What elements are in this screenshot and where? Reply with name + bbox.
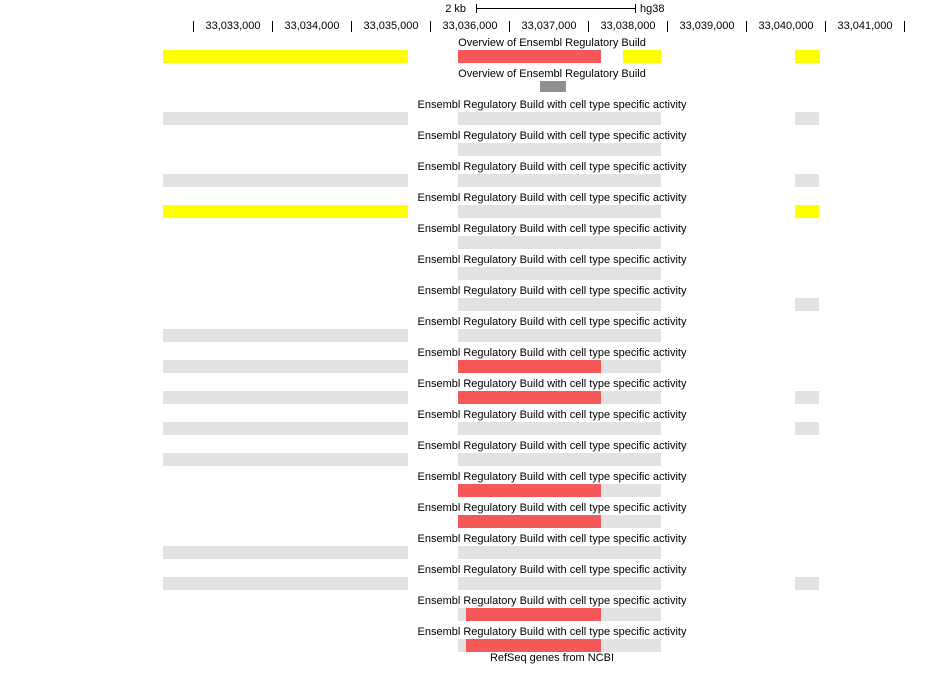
feature-bar-red[interactable]	[466, 639, 601, 652]
feature-bar-gray[interactable]	[163, 577, 408, 590]
feature-bar-red[interactable]	[458, 515, 601, 528]
track-label-cell-type-activity[interactable]: Ensembl Regulatory Build with cell type …	[417, 533, 687, 545]
ruler-position-label: 33,034,000	[284, 20, 340, 32]
feature-bar-gray[interactable]	[795, 391, 819, 404]
feature-bar-gray[interactable]	[458, 329, 661, 342]
feature-bar-gray[interactable]	[458, 546, 661, 559]
track-label-cell-type-activity[interactable]: Ensembl Regulatory Build with cell type …	[417, 192, 687, 204]
feature-bar-gray[interactable]	[163, 546, 408, 559]
feature-bar-yellow[interactable]	[795, 205, 819, 218]
ruler-tick	[904, 21, 905, 32]
feature-bar-yellow[interactable]	[795, 50, 820, 63]
feature-bar-red[interactable]	[458, 360, 601, 373]
feature-bar-gray[interactable]	[163, 112, 408, 125]
track-label-cell-type-activity[interactable]: Ensembl Regulatory Build with cell type …	[417, 440, 687, 452]
feature-bar-gray[interactable]	[458, 267, 661, 280]
feature-bar-gray[interactable]	[163, 174, 408, 187]
ruler-position-label: 33,035,000	[363, 20, 419, 32]
feature-bar-gray[interactable]	[601, 608, 661, 621]
ruler-tick	[430, 21, 431, 32]
feature-bar-gray[interactable]	[163, 360, 408, 373]
feature-bar-gray[interactable]	[163, 453, 408, 466]
feature-bar-gray[interactable]	[458, 422, 661, 435]
feature-bar-yellow[interactable]	[163, 205, 408, 218]
feature-bar-gray[interactable]	[795, 577, 819, 590]
track-label-cell-type-activity[interactable]: Ensembl Regulatory Build with cell type …	[417, 378, 687, 390]
track-label-overview-regulatory-build[interactable]: Overview of Ensembl Regulatory Build	[458, 68, 646, 80]
track-label-cell-type-activity[interactable]: Ensembl Regulatory Build with cell type …	[417, 626, 687, 638]
feature-bar-gray[interactable]	[458, 577, 661, 590]
feature-bar-gray[interactable]	[601, 360, 661, 373]
feature-bar-yellow[interactable]	[623, 50, 661, 63]
ruler-position-label: 33,033,000	[205, 20, 261, 32]
feature-bar-gray[interactable]	[458, 453, 661, 466]
feature-bar-gray[interactable]	[601, 639, 661, 652]
ruler-tick	[509, 21, 510, 32]
feature-bar-red[interactable]	[458, 50, 601, 63]
scale-bar-label: 2 kb	[445, 3, 466, 15]
track-label-cell-type-activity[interactable]: Ensembl Regulatory Build with cell type …	[417, 316, 687, 328]
track-label-cell-type-activity[interactable]: Ensembl Regulatory Build with cell type …	[417, 223, 687, 235]
track-label-cell-type-activity[interactable]: Ensembl Regulatory Build with cell type …	[417, 161, 687, 173]
feature-bar-gray[interactable]	[163, 391, 408, 404]
track-label-cell-type-activity[interactable]: Ensembl Regulatory Build with cell type …	[417, 409, 687, 421]
ruler-position-label: 33,040,000	[758, 20, 814, 32]
track-label-cell-type-activity[interactable]: Ensembl Regulatory Build with cell type …	[417, 285, 687, 297]
ruler-tick	[351, 21, 352, 32]
feature-bar-gray[interactable]	[795, 174, 819, 187]
assembly-label: hg38	[640, 3, 665, 15]
feature-bar-dark_gray[interactable]	[540, 81, 566, 92]
ruler-tick	[588, 21, 589, 32]
feature-bar-gray[interactable]	[163, 329, 408, 342]
feature-bar-gray[interactable]	[163, 422, 408, 435]
track-label-cell-type-activity[interactable]: Ensembl Regulatory Build with cell type …	[417, 347, 687, 359]
ruler-position-label: 33,038,000	[600, 20, 656, 32]
track-label-cell-type-activity[interactable]: Ensembl Regulatory Build with cell type …	[417, 595, 687, 607]
track-label-cell-type-activity[interactable]: Ensembl Regulatory Build with cell type …	[417, 564, 687, 576]
ruler-position-label: 33,041,000	[837, 20, 893, 32]
track-label-cell-type-activity[interactable]: Ensembl Regulatory Build with cell type …	[417, 130, 687, 142]
feature-bar-gray[interactable]	[458, 236, 661, 249]
feature-bar-gray[interactable]	[601, 391, 661, 404]
ruler-tick	[667, 21, 668, 32]
feature-bar-yellow[interactable]	[163, 50, 408, 63]
track-label-overview-regulatory-build[interactable]: Overview of Ensembl Regulatory Build	[458, 37, 646, 49]
ruler-position-label: 33,036,000	[442, 20, 498, 32]
track-label-cell-type-activity[interactable]: Ensembl Regulatory Build with cell type …	[417, 254, 687, 266]
feature-bar-gray[interactable]	[458, 298, 661, 311]
ruler-tick	[825, 21, 826, 32]
ruler-tick	[272, 21, 273, 32]
ruler-tick	[746, 21, 747, 32]
feature-bar-gray[interactable]	[458, 608, 466, 621]
feature-bar-gray[interactable]	[795, 422, 819, 435]
track-label-cell-type-activity[interactable]: Ensembl Regulatory Build with cell type …	[417, 99, 687, 111]
feature-bar-gray[interactable]	[601, 484, 661, 497]
track-label-cell-type-activity[interactable]: Ensembl Regulatory Build with cell type …	[417, 502, 687, 514]
feature-bar-gray[interactable]	[458, 112, 661, 125]
track-label-cell-type-activity[interactable]: Ensembl Regulatory Build with cell type …	[417, 471, 687, 483]
ruler-tick	[193, 21, 194, 32]
ruler-position-label: 33,039,000	[679, 20, 735, 32]
feature-bar-gray[interactable]	[458, 174, 661, 187]
track-label-refseq-genes[interactable]: RefSeq genes from NCBI	[489, 652, 615, 664]
feature-bar-gray[interactable]	[458, 639, 466, 652]
scale-bar-line	[476, 4, 636, 13]
feature-bar-red[interactable]	[458, 391, 601, 404]
feature-bar-gray[interactable]	[458, 143, 661, 156]
feature-bar-red[interactable]	[466, 608, 601, 621]
feature-bar-gray[interactable]	[795, 112, 819, 125]
ruler-position-label: 33,037,000	[521, 20, 577, 32]
feature-bar-gray[interactable]	[458, 205, 661, 218]
feature-bar-gray[interactable]	[795, 298, 819, 311]
feature-bar-gray[interactable]	[601, 515, 661, 528]
feature-bar-red[interactable]	[458, 484, 601, 497]
